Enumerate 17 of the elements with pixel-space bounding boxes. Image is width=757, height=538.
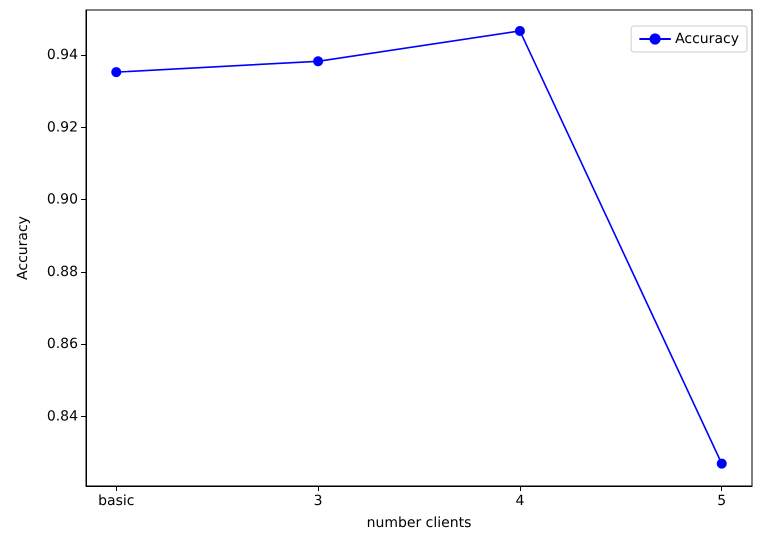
point: [514, 26, 525, 36]
x-tick-label: basic: [98, 493, 134, 509]
y-axis-title: Accuracy: [15, 216, 31, 280]
y-tick-label: 0.84: [46, 408, 78, 424]
y-tick-label: 0.88: [46, 264, 78, 280]
y-tick-label: 0.90: [46, 192, 78, 208]
x-tick-label: 4: [515, 493, 524, 509]
y-tick-label: 0.86: [46, 336, 78, 352]
point: [313, 56, 324, 66]
point: [716, 458, 727, 469]
y-tick-label: 0.92: [46, 119, 78, 136]
x-tick-label: 3: [314, 493, 323, 509]
legend-label: Accuracy: [675, 31, 740, 47]
point: [111, 67, 122, 78]
y-tick-label: 0.94: [46, 47, 78, 64]
x-axis-title: number clients: [366, 515, 472, 531]
x-tick-label: 5: [717, 493, 726, 509]
